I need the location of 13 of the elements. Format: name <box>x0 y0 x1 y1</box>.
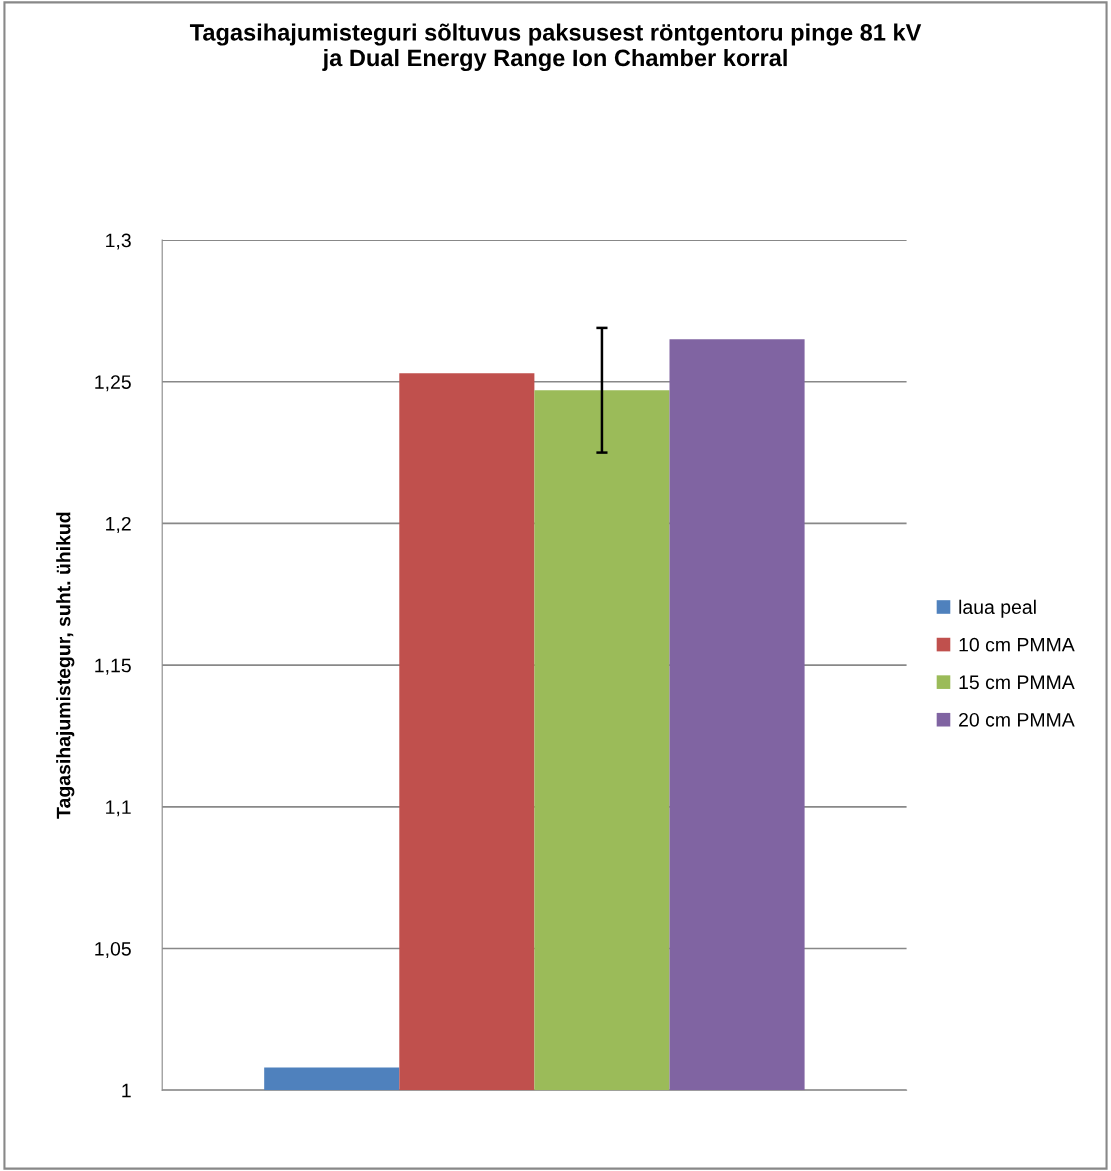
y-tick-label: 1 <box>122 1083 131 1098</box>
y-tick-label: 1,1 <box>106 800 131 817</box>
chart-title: Tagasihajumisteguri sõltuvus paksusest röntgentoru pinge 81 kV ja Dual Energy Range Ion Chamber korral <box>189 23 922 72</box>
y-tick-label: 1,2 <box>106 516 131 533</box>
y-tick-label: 1,15 <box>95 658 131 675</box>
y-axis-title: Tagasihajumistegur, suht. ühikud <box>56 512 75 819</box>
legend-label: laua peal <box>959 599 1036 618</box>
y-tick-label: 1,25 <box>95 375 131 392</box>
legend-label: 10 cm PMMA <box>959 637 1075 652</box>
y-tick-label: 1,05 <box>95 941 131 959</box>
legend-label: 15 cm PMMA <box>959 675 1075 690</box>
y-tick-label: 1,3 <box>106 233 131 250</box>
legend-label: 20 cm PMMA <box>959 712 1075 727</box>
